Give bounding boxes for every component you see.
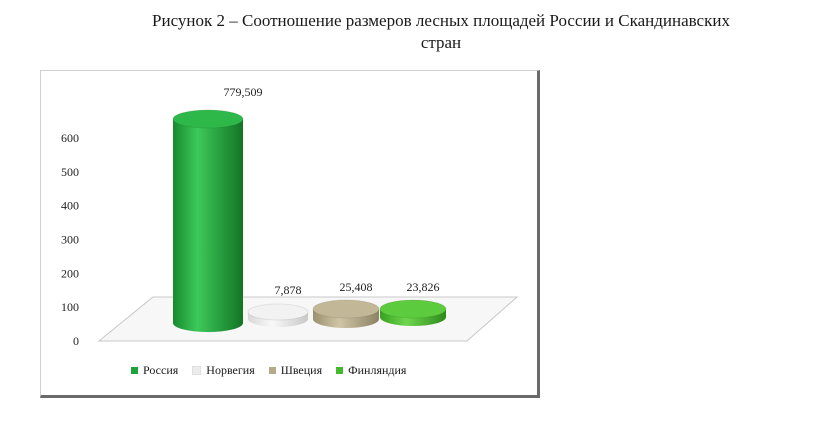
bar-group <box>172 109 447 332</box>
bar-top <box>379 299 447 319</box>
bar-top <box>247 303 309 321</box>
y-axis: 0 100 200 300 400 500 600 <box>61 131 79 348</box>
caption-line-1: Рисунок 2 – Соотношение размеров лесных … <box>152 11 730 30</box>
legend-item: Финляндия <box>336 363 406 378</box>
legend-label: Норвегия <box>206 363 255 377</box>
legend-swatch <box>268 367 276 374</box>
bar-top <box>312 299 380 319</box>
y-tick-label: 400 <box>61 199 79 213</box>
bar-3 <box>312 299 380 328</box>
data-label: 25,408 <box>340 280 373 294</box>
legend-label: Россия <box>143 363 179 377</box>
bar-4 <box>379 299 447 326</box>
data-label: 779,509 <box>224 85 263 99</box>
y-tick-label: 500 <box>61 165 79 179</box>
bar-2 <box>247 303 309 327</box>
legend-item: Россия <box>131 363 178 378</box>
legend-swatch <box>192 366 202 375</box>
data-label: 23,826 <box>407 280 440 294</box>
figure-caption: Рисунок 2 – Соотношение размеров лесных … <box>60 10 822 54</box>
legend-label: Швеция <box>280 363 323 377</box>
data-label-group: 779,509 7,878 25,408 23,826 <box>224 85 440 297</box>
y-tick-label: 300 <box>61 233 79 247</box>
bar-top <box>172 109 244 129</box>
y-tick-label: 600 <box>61 131 79 145</box>
y-tick-label: 0 <box>73 334 79 348</box>
legend-item: Швеция <box>268 363 323 378</box>
chart-frame: 0 100 200 300 400 500 600 779,509 7,878 25,408 23… <box>40 70 540 398</box>
bar-body <box>173 119 243 332</box>
chart-canvas: 0 100 200 300 400 500 600 779,509 7,878 25,408 23… <box>61 85 519 348</box>
legend: Россия Норвегия Швеция Финляндия <box>131 363 406 378</box>
legend-swatch <box>336 367 344 374</box>
data-label: 7,878 <box>275 283 302 297</box>
bar-1 <box>172 109 244 332</box>
y-tick-label: 200 <box>61 266 79 280</box>
legend-label: Финляндия <box>348 363 407 377</box>
caption-line-2: стран <box>420 33 462 52</box>
legend-item: Норвегия <box>192 363 255 378</box>
y-tick-label: 100 <box>61 300 79 314</box>
legend-swatch <box>131 367 138 374</box>
